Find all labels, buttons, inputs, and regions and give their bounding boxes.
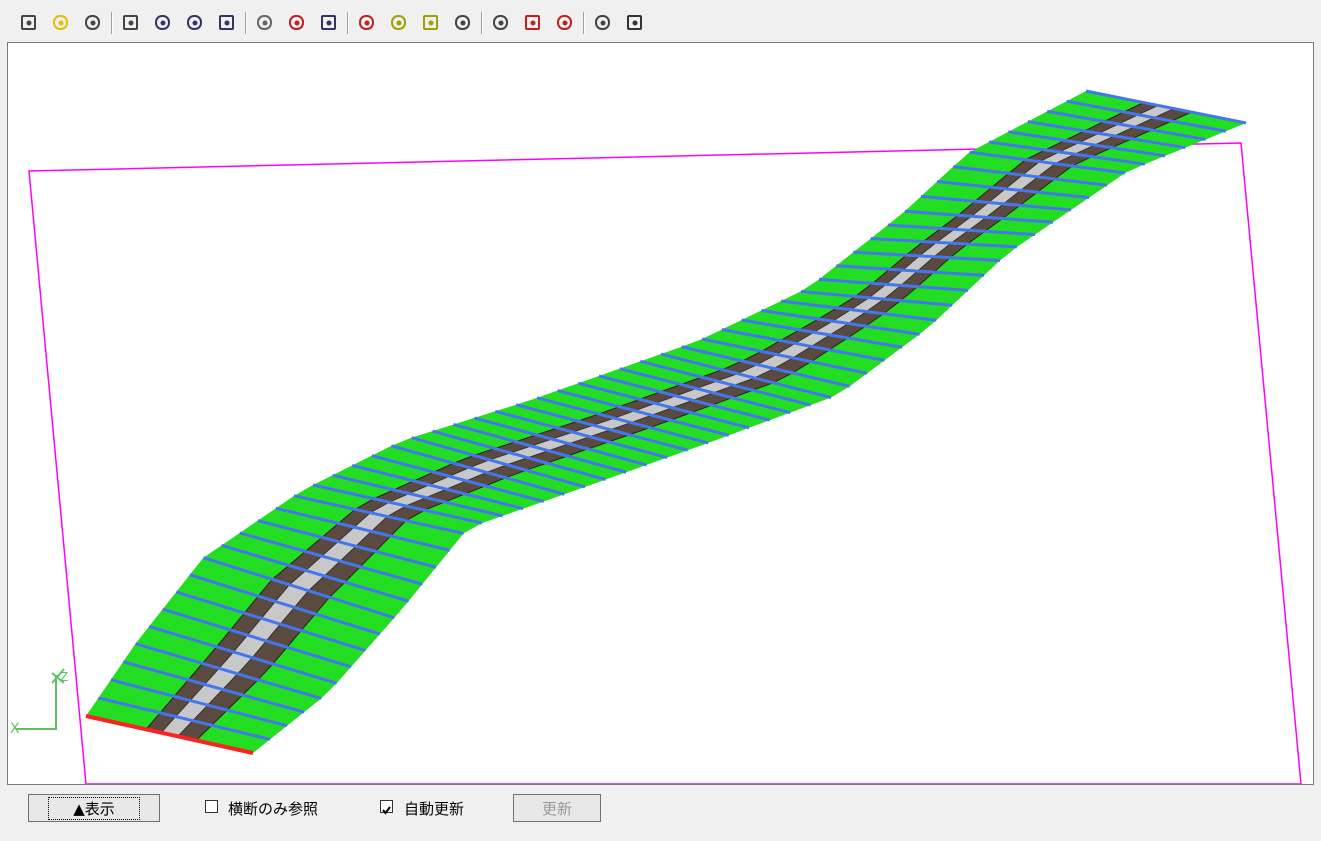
toolbar-separator — [347, 12, 349, 34]
cross-section — [780, 299, 937, 322]
toolbar-button[interactable] — [624, 12, 646, 34]
toolbar-button[interactable] — [490, 12, 512, 34]
cross-section — [536, 396, 709, 445]
toolbar-button[interactable] — [152, 12, 174, 34]
toolbar-button[interactable] — [50, 12, 72, 34]
cross-section — [660, 352, 832, 399]
cross-section — [1085, 89, 1247, 125]
cross-section — [175, 590, 366, 652]
toolbar-button[interactable] — [82, 12, 104, 34]
checkbox[interactable] — [205, 800, 218, 813]
cross-section — [473, 416, 648, 467]
cross-section — [257, 519, 437, 569]
toolbar-separator — [111, 12, 113, 34]
cross-section — [432, 429, 606, 482]
cross-section — [351, 463, 524, 511]
cross-section — [887, 223, 1036, 237]
cross-section — [390, 444, 565, 496]
axis-z-label: Z — [60, 670, 68, 684]
toolbar-button[interactable] — [120, 12, 142, 34]
cross-section — [1066, 99, 1227, 133]
toolbar-button[interactable] — [318, 12, 340, 34]
cross-section — [203, 556, 395, 620]
cross-section — [836, 264, 985, 277]
cross-section — [1008, 130, 1166, 158]
toolbar-button[interactable] — [554, 12, 576, 34]
cross-section — [293, 494, 464, 535]
cross-section — [639, 359, 812, 407]
cross-section — [920, 194, 1072, 212]
cross-section — [619, 367, 791, 415]
toolbar-separator — [481, 12, 483, 34]
cross-section — [741, 318, 903, 349]
road-model — [85, 89, 1247, 755]
toolbar — [0, 0, 1321, 40]
cross-section — [953, 165, 1108, 187]
show-button-label: ▲表示 — [48, 796, 140, 820]
toolbar-button[interactable] — [420, 12, 442, 34]
toolbar-button[interactable] — [184, 12, 206, 34]
checkbox-label[interactable]: 自動更新 — [404, 800, 465, 818]
show-button[interactable]: ▲表示 — [28, 794, 160, 822]
cross-section — [681, 345, 850, 388]
update-button-label: 更新 — [541, 799, 572, 818]
3d-view[interactable]: Z X — [7, 42, 1314, 785]
cross-section — [221, 543, 409, 603]
cross-section — [853, 250, 1001, 262]
toolbar-button[interactable] — [452, 12, 474, 34]
cross-section — [936, 180, 1090, 200]
toolbar-button[interactable] — [254, 12, 276, 34]
cross-section — [598, 374, 771, 422]
axis-x-label: X — [10, 721, 20, 737]
cross-section — [332, 473, 503, 518]
check-mark — [382, 806, 391, 815]
cross-section — [135, 642, 322, 700]
cross-section — [577, 381, 750, 430]
checkbox-label[interactable]: 横断のみ参照 — [228, 800, 319, 818]
cross-section — [239, 531, 423, 586]
toolbar-button[interactable] — [592, 12, 614, 34]
start-edge — [85, 714, 254, 755]
cross-section — [275, 506, 451, 552]
toolbar-button[interactable] — [18, 12, 40, 34]
cross-section — [162, 607, 352, 669]
toolbar-separator — [245, 12, 247, 34]
cross-section — [411, 436, 586, 489]
checkbox[interactable] — [380, 800, 393, 815]
cross-section — [721, 328, 885, 362]
cross-section — [98, 696, 271, 741]
frame — [28, 142, 1302, 784]
cross-section — [800, 289, 953, 307]
update-button[interactable]: 更新 — [513, 794, 601, 822]
cross-section — [189, 573, 381, 636]
cross-section — [870, 237, 1018, 249]
toolbar-button[interactable] — [388, 12, 410, 34]
cross-section — [818, 277, 969, 292]
cross-section — [515, 403, 689, 452]
toolbar-button[interactable] — [216, 12, 238, 34]
toolbar-button[interactable] — [522, 12, 544, 34]
cross-section — [453, 423, 627, 474]
cross-section — [969, 150, 1126, 175]
cross-section — [761, 308, 920, 336]
cross-section — [1027, 120, 1186, 150]
cross-section — [988, 140, 1146, 166]
cross-section — [122, 660, 305, 714]
cross-section — [1046, 109, 1206, 141]
cross-section — [557, 389, 730, 437]
cross-section — [110, 678, 288, 728]
cross-section — [148, 624, 338, 685]
toolbar-separator — [583, 12, 585, 34]
cross-section — [904, 209, 1054, 224]
cross-section — [371, 454, 545, 503]
cross-section — [701, 337, 868, 375]
axis-gizmo — [16, 668, 65, 730]
cross-section — [494, 409, 668, 460]
toolbar-button[interactable] — [356, 12, 378, 34]
cross-section — [312, 483, 483, 525]
toolbar-button[interactable] — [286, 12, 308, 34]
